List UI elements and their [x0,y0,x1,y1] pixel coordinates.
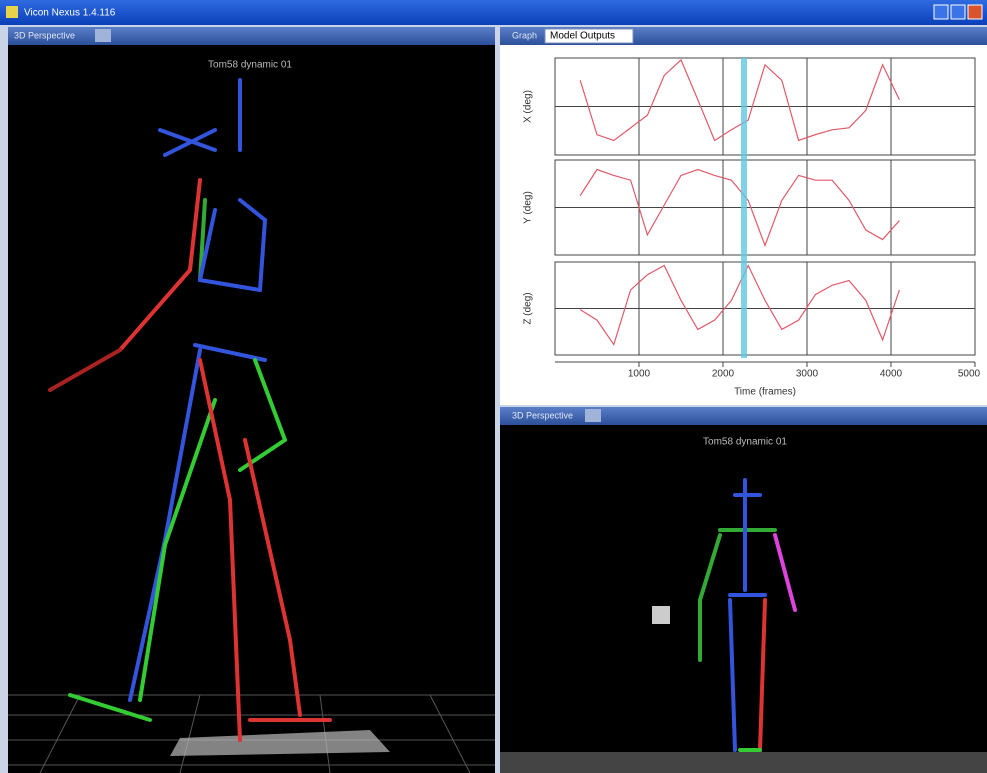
y-axis-label: Z (deg) [523,292,534,324]
graph: X (deg) Y (deg) Z (deg) 1000 2000 3000 4000 500… [523,57,981,398]
y-axis-label: Y (deg) [523,191,534,224]
panel-header [500,407,987,425]
trial-name: Tom58 dynamic 01 [208,60,292,71]
x-tick-label: 2000 [712,369,735,380]
minimize-button[interactable] [933,4,949,20]
panel-title: Graph [512,30,537,40]
panel-title: 3D Perspective [512,410,573,420]
viewport-3d [500,425,987,773]
x-tick-label: 3000 [796,369,819,380]
x-tick-label: 1000 [628,369,651,380]
curve [579,168,900,248]
skeleton [48,78,332,742]
panel-title: 3D Perspective [14,30,75,40]
curve [579,264,900,346]
dropdown-value: Model Outputs [550,31,615,42]
panel-header [8,27,495,45]
window-title: Vicon Nexus 1.4.116 [24,8,116,19]
title-bar [0,0,987,25]
close-button[interactable] [967,4,983,20]
time-cursor [741,58,747,358]
skeleton [698,478,797,752]
view-button[interactable] [585,409,601,422]
y-axis-label: X (deg) [523,90,534,123]
view-button[interactable] [95,29,111,42]
force-plate [170,730,390,756]
x-tick-label: 5000 [958,369,981,380]
maximize-button[interactable] [950,4,966,20]
output-dropdown[interactable] [544,28,634,44]
app-icon [6,6,18,18]
viewport-3d [8,45,495,773]
camera-icon [652,606,670,624]
floor [500,752,987,773]
trial-name: Tom58 dynamic 01 [703,437,787,448]
x-tick-label: 4000 [880,369,903,380]
curve [579,58,900,142]
x-axis-label: Time (frames) [734,387,796,398]
